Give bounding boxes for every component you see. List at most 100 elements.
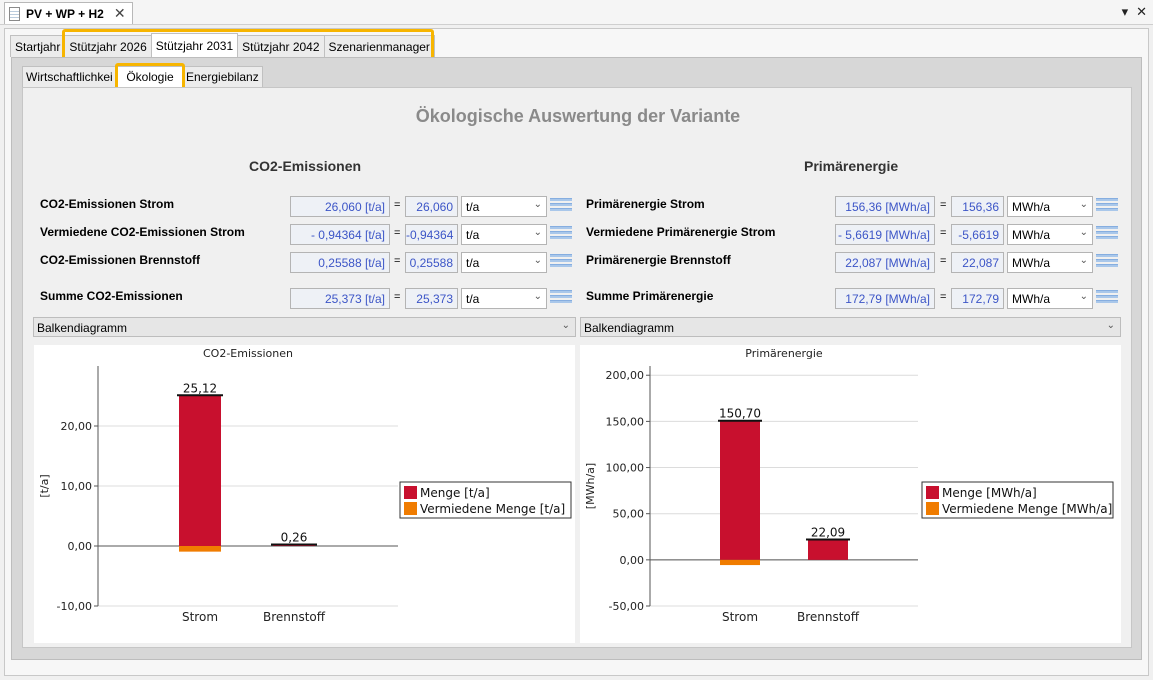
- y-axis-label: [t/a]: [38, 474, 51, 497]
- co2-summe-value[interactable]: 25,373: [405, 288, 458, 309]
- x-tick-label: Brennstoff: [797, 610, 860, 624]
- close-tab-icon[interactable]: ✕: [113, 5, 126, 21]
- x-tick-label: Strom: [182, 610, 218, 624]
- y-tick-label: 200,00: [606, 369, 645, 382]
- pe-strom-value[interactable]: 156,36: [951, 196, 1004, 217]
- pe-summe-raw: 172,79 [MWh/a]: [835, 288, 935, 309]
- chart-title: Primärenergie: [745, 347, 823, 360]
- co2-brennstoff-label: CO2-Emissionen Brennstoff: [40, 253, 201, 267]
- chevron-down-icon: ⌄: [561, 320, 570, 331]
- tab-startjahr[interactable]: Startjahr: [10, 35, 66, 57]
- unit-value: MWh/a: [1012, 292, 1051, 306]
- tab-stuetzjahr-2026[interactable]: Stützjahr 2026: [64, 35, 152, 57]
- list-menu-icon[interactable]: [550, 290, 572, 307]
- co2-vermieden-value[interactable]: -0,94364: [405, 224, 458, 245]
- co2-vermieden-unit-select[interactable]: t/a ⌄: [461, 224, 547, 245]
- close-window-icon[interactable]: ✕: [1136, 4, 1147, 19]
- pe-summe-value[interactable]: 172,79: [951, 288, 1004, 309]
- unit-value: t/a: [466, 200, 480, 214]
- bar-vermieden: [179, 546, 221, 552]
- dropdown-menu-icon[interactable]: ▾: [1121, 4, 1129, 19]
- tab-wirtschaftlichkeit[interactable]: Wirtschaftlichkei: [22, 66, 118, 87]
- chevron-down-icon: ⌄: [1079, 291, 1088, 302]
- legend-swatch: [404, 502, 417, 515]
- co2-vermieden-label: Vermiedene CO2-Emissionen Strom: [40, 225, 245, 239]
- co2-brennstoff-value[interactable]: 0,25588: [405, 252, 458, 273]
- y-tick-label: 100,00: [606, 462, 645, 475]
- document-icon: [9, 6, 20, 21]
- pe-strom-unit-select[interactable]: MWh/a ⌄: [1007, 196, 1093, 217]
- page-title: Ökologische Auswertung der Variante: [415, 106, 741, 126]
- y-tick-label: 150,00: [606, 415, 645, 428]
- co2-summe-unit-select[interactable]: t/a ⌄: [461, 288, 547, 309]
- tab-energiebilanz[interactable]: Energiebilanz: [182, 66, 263, 87]
- oekologie-panel: Ökologische Auswertung der Variante CO2-…: [22, 87, 1132, 648]
- document-tab[interactable]: PV + WP + H2 ✕: [4, 2, 133, 24]
- list-menu-icon[interactable]: [1096, 254, 1118, 271]
- co2-vermieden-raw: - 0,94364 [t/a]: [290, 224, 390, 245]
- x-tick-label: Strom: [722, 610, 758, 624]
- data-label: 25,12: [183, 381, 217, 395]
- y-tick-label: -50,00: [609, 600, 644, 613]
- unit-value: MWh/a: [1012, 228, 1051, 242]
- pe-summe-unit-select[interactable]: MWh/a ⌄: [1007, 288, 1093, 309]
- unit-value: t/a: [466, 292, 480, 306]
- legend-swatch: [404, 486, 417, 499]
- y-tick-label: -10,00: [57, 600, 92, 613]
- co2-brennstoff-raw: 0,25588 [t/a]: [290, 252, 390, 273]
- pe-vermieden-value[interactable]: -5,6619: [951, 224, 1004, 245]
- y-tick-label: 10,00: [61, 480, 93, 493]
- chevron-down-icon: ⌄: [1079, 199, 1088, 210]
- list-menu-icon[interactable]: [1096, 290, 1118, 307]
- pe-vermieden-unit-select[interactable]: MWh/a ⌄: [1007, 224, 1093, 245]
- tab-stuetzjahr-2031[interactable]: Stützjahr 2031: [150, 33, 239, 57]
- legend-box: [921, 481, 1114, 519]
- co2-strom-label: CO2-Emissionen Strom: [40, 197, 175, 211]
- co2-strom-unit-select[interactable]: t/a ⌄: [461, 196, 547, 217]
- chevron-down-icon: ⌄: [1079, 227, 1088, 238]
- co2-brennstoff-unit-select[interactable]: t/a ⌄: [461, 252, 547, 273]
- chevron-down-icon: ⌄: [1106, 320, 1115, 331]
- pe-chart: Primärenergie -50,00 0,00 50,00 100,00 150,00…: [580, 345, 1121, 643]
- equals-sign: =: [394, 227, 401, 239]
- legend-label: Menge [t/a]: [420, 486, 490, 500]
- pe-brennstoff-unit-select[interactable]: MWh/a ⌄: [1007, 252, 1093, 273]
- bar-menge: [808, 539, 848, 560]
- pe-summe-label: Summe Primärenergie: [586, 289, 714, 303]
- list-menu-icon[interactable]: [550, 198, 572, 215]
- chevron-down-icon: ⌄: [533, 255, 542, 266]
- y-axis-label: [MWh/a]: [584, 463, 597, 509]
- list-menu-icon[interactable]: [1096, 226, 1118, 243]
- bar-menge: [179, 395, 221, 546]
- tab-szenarienmanager[interactable]: Szenarienmanager: [323, 35, 435, 57]
- pe-strom-raw: 156,36 [MWh/a]: [835, 196, 935, 217]
- equals-sign: =: [394, 255, 401, 267]
- pe-brennstoff-label: Primärenergie Brennstoff: [586, 253, 731, 267]
- chart-type-value: Balkendiagramm: [37, 321, 128, 335]
- pe-brennstoff-raw: 22,087 [MWh/a]: [835, 252, 935, 273]
- pe-vermieden-label: Vermiedene Primärenergie Strom: [586, 225, 776, 239]
- legend-label: Vermiedene Menge [t/a]: [420, 502, 565, 516]
- y-tick-label: 50,00: [613, 508, 645, 521]
- unit-value: t/a: [466, 228, 480, 242]
- co2-strom-value[interactable]: 26,060: [405, 196, 458, 217]
- equals-sign: =: [940, 199, 947, 211]
- co2-strom-raw: 26,060 [t/a]: [290, 196, 390, 217]
- tab-oekologie[interactable]: Ökologie: [117, 66, 183, 87]
- document-tab-title: PV + WP + H2: [26, 6, 104, 21]
- co2-chart-type-select[interactable]: Balkendiagramm ⌄: [33, 317, 576, 337]
- bar-vermieden: [720, 559, 760, 566]
- pe-strom-label: Primärenergie Strom: [586, 197, 705, 211]
- tab-stuetzjahr-2042[interactable]: Stützjahr 2042: [237, 35, 325, 57]
- pe-chart-type-select[interactable]: Balkendiagramm ⌄: [580, 317, 1121, 337]
- list-menu-icon[interactable]: [550, 226, 572, 243]
- equals-sign: =: [394, 199, 401, 211]
- list-menu-icon[interactable]: [1096, 198, 1118, 215]
- equals-sign: =: [940, 291, 947, 303]
- list-menu-icon[interactable]: [550, 254, 572, 271]
- bar-menge: [720, 420, 760, 560]
- chart-type-value: Balkendiagramm: [584, 321, 675, 335]
- year-tabs: Startjahr Stützjahr 2026 Stützjahr 2031 …: [10, 33, 435, 57]
- pe-brennstoff-value[interactable]: 22,087: [951, 252, 1004, 273]
- legend-box: [399, 481, 572, 519]
